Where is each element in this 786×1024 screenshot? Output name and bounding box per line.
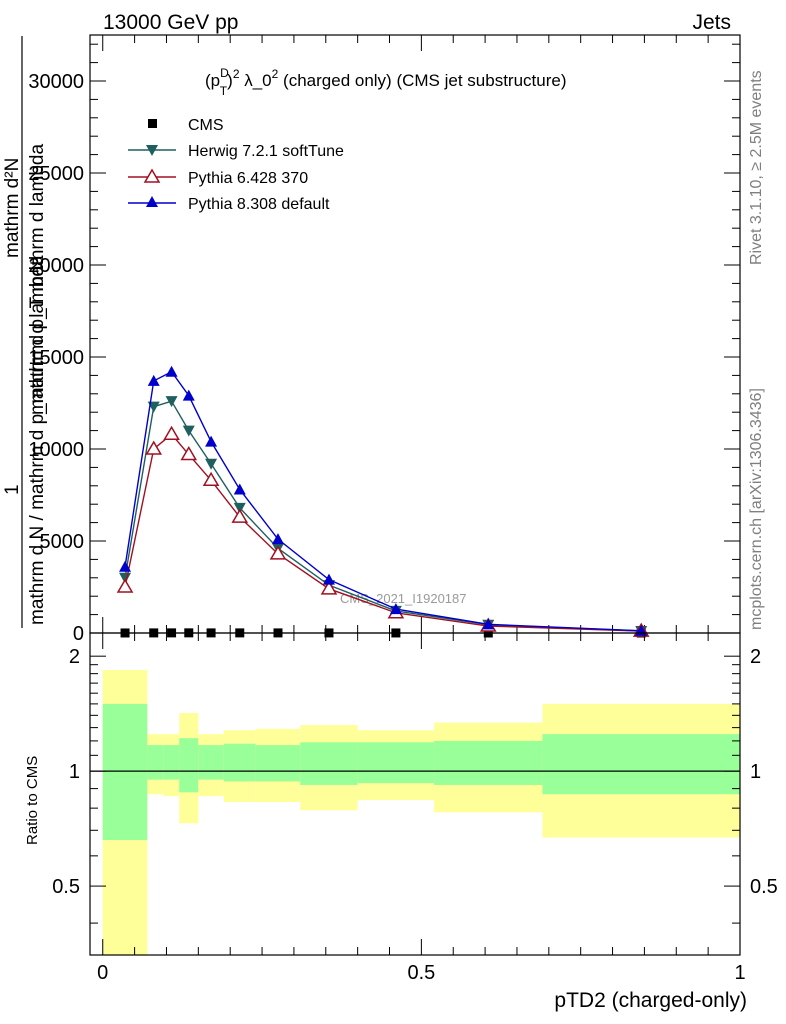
main-y-tick-label: 25000 xyxy=(28,163,84,185)
data-point-pythia-8-308-default xyxy=(147,374,160,386)
ratio-stat-uncertainty-band xyxy=(300,742,358,785)
ratio-y-tick-label: 0.5 xyxy=(52,876,80,898)
main-y-axis-label: 1 mathrm d N / mathrm d p_mathrm d lambd… xyxy=(2,36,48,628)
plot-title: (pD T)2 λ_02 (charged only) (CMS jet subs… xyxy=(205,66,566,98)
ratio-y-tick-label-right: 1 xyxy=(750,761,761,783)
data-point-pythia-8-308-default xyxy=(233,483,246,495)
data-point-pythia-6-428-370 xyxy=(116,578,134,593)
data-point-herwig-7-2-1-softtune xyxy=(182,425,195,437)
data-point-pythia-8-308-default xyxy=(182,389,195,401)
main-y-tick-label: 20000 xyxy=(28,255,84,277)
data-point-pythia-8-308-default xyxy=(389,603,402,615)
ratio-y-tick-label: 2 xyxy=(69,646,80,668)
ratio-plot-frame xyxy=(89,632,741,956)
legend-marker-pythia6 xyxy=(143,168,161,183)
ratio-bands-layer xyxy=(102,670,740,955)
ratio-stat-uncertainty-band xyxy=(255,745,301,782)
x-tick-label: 1 xyxy=(734,962,745,984)
ylabel-denominator: mathrm d N / mathrm d p_mathrm d lambda xyxy=(27,255,48,625)
data-point-herwig-7-2-1-softtune xyxy=(233,502,246,514)
main-axis-ticks: 0 5000 10000 15000 20000 25000 30000 xyxy=(28,35,741,645)
ratio-stat-uncertainty-band xyxy=(163,745,180,780)
ratio-stat-uncertainty-band xyxy=(179,738,199,793)
legend-item-pythia8: Pythia 8.308 default xyxy=(128,196,330,213)
rivet-version-label: Rivet 3.1.10, ≥ 2.5M events xyxy=(748,70,765,265)
x-axis-label: pTD2 (charged-only) xyxy=(554,989,747,1012)
legend-item-herwig: Herwig 7.2.1 softTune xyxy=(128,143,344,160)
data-point-pythia-6-428-370 xyxy=(180,446,198,461)
data-point-pythia-6-428-370 xyxy=(145,440,163,455)
legend-label-cms: CMS xyxy=(188,117,224,134)
data-point-pythia-6-428-370 xyxy=(163,425,180,441)
data-point-herwig-7-2-1-softtune xyxy=(165,396,178,408)
source-label: mcplots.cern.ch [arXiv:1306.3436] xyxy=(748,388,765,630)
process-label: Jets xyxy=(692,11,731,34)
legend: CMS Herwig 7.2.1 softTune Pythia 6.428 3… xyxy=(128,117,344,213)
legend-item-cms: CMS xyxy=(148,117,224,134)
data-point-pythia-8-308-default xyxy=(482,618,495,630)
legend-marker-pythia8 xyxy=(146,196,158,207)
ratio-stat-uncertainty-band xyxy=(102,703,148,841)
legend-item-pythia6: Pythia 6.428 370 xyxy=(128,168,308,187)
ratio-stat-uncertainty-band xyxy=(223,743,256,782)
main-y-tick-label: 10000 xyxy=(28,439,84,461)
data-point-pythia-8-308-default xyxy=(119,560,132,572)
x-tick-label: 0.5 xyxy=(407,962,435,984)
legend-marker-herwig xyxy=(146,145,158,156)
main-y-tick-label: 15000 xyxy=(28,347,84,369)
ratio-stat-uncertainty-band xyxy=(357,742,435,784)
data-point-pythia-6-428-370 xyxy=(320,580,338,595)
data-point-pythia-8-308-default xyxy=(205,435,218,447)
ylabel-second-denominator: mathrm d p_T mathrm d lambda xyxy=(27,144,48,415)
ylabel-second-numerator: mathrm d²N xyxy=(2,158,23,258)
ratio-stat-uncertainty-band xyxy=(198,745,224,780)
legend-marker-cms xyxy=(148,119,157,128)
data-point-pythia-8-308-default xyxy=(271,533,284,545)
data-point-pythia-8-308-default xyxy=(165,365,178,377)
ratio-y-tick-label-right: 0.5 xyxy=(750,876,778,898)
ylabel-numerator: 1 xyxy=(2,484,23,495)
data-point-pythia-6-428-370 xyxy=(231,508,249,523)
ratio-y-tick-label-right: 2 xyxy=(750,646,761,668)
ratio-stat-uncertainty-band xyxy=(434,740,543,785)
ratio-stat-uncertainty-band xyxy=(147,745,164,780)
legend-label-herwig: Herwig 7.2.1 softTune xyxy=(188,143,344,160)
main-y-tick-label: 0 xyxy=(73,623,84,645)
ratio-axis-ticks: 0.5 0.5 1 1 2 2 0 0.5 1 xyxy=(52,633,778,984)
data-point-herwig-7-2-1-softtune xyxy=(205,458,218,470)
main-y-tick-label: 30000 xyxy=(28,71,84,93)
legend-label-pythia8: Pythia 8.308 default xyxy=(188,196,330,213)
ratio-stat-uncertainty-band xyxy=(542,734,740,795)
data-point-pythia-6-428-370 xyxy=(202,471,220,487)
main-y-tick-label: 5000 xyxy=(40,531,85,553)
x-tick-label: 0 xyxy=(97,962,108,984)
ratio-y-tick-label: 1 xyxy=(69,761,80,783)
energy-label: 13000 GeV pp xyxy=(103,11,238,34)
data-point-pythia-6-428-370 xyxy=(269,545,287,560)
legend-label-pythia6: Pythia 6.428 370 xyxy=(188,170,308,187)
ratio-y-axis-label: Ratio to CMS xyxy=(24,756,41,845)
data-point-pythia-8-308-default xyxy=(322,573,335,585)
